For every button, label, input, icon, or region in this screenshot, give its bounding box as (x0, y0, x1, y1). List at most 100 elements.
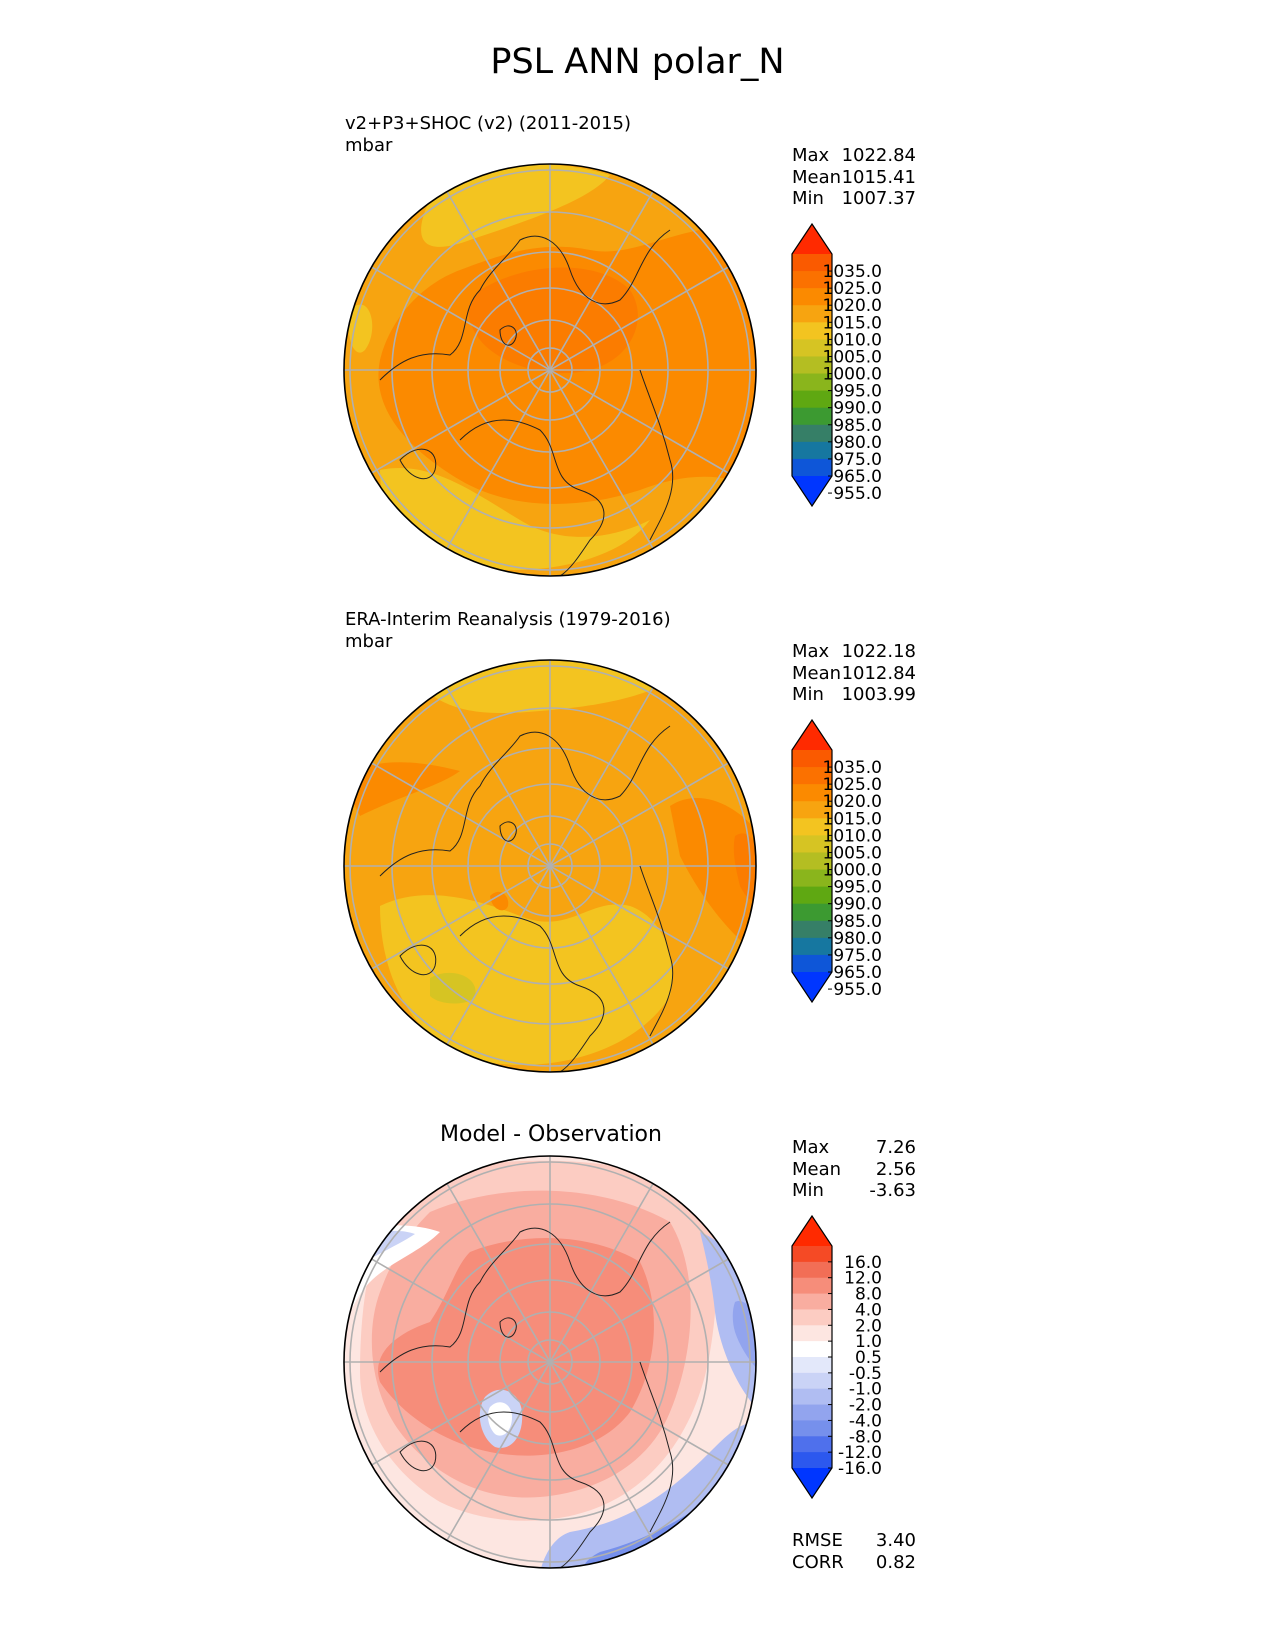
colorbar-tick-label: 1005.0 (823, 347, 882, 367)
colorbar-tick-label: 1000.0 (823, 861, 882, 881)
panel-1-stats: Max 1022.84 Mean 1015.41 Min 1007.37 (792, 145, 916, 210)
panel-1-graticule (344, 164, 756, 576)
panel-1-max-value: 1022.84 (841, 145, 916, 166)
colorbar-segment (792, 818, 832, 836)
colorbar-tick-label: 8.0 (855, 1285, 882, 1305)
colorbar-tick-label: 16.0 (844, 1253, 882, 1273)
panel-1-field-1010-west (348, 304, 373, 353)
colorbar-segment (792, 373, 832, 392)
figure-title: PSL ANN polar_N (490, 42, 785, 82)
colorbar-segment (792, 1452, 832, 1469)
colorbar-segment (792, 1325, 832, 1342)
panel-3-rmse-label: RMSE (792, 1530, 843, 1551)
colorbar-tick-label: 975.0 (833, 946, 882, 966)
colorbar-segment (792, 1341, 832, 1358)
colorbar-segment (792, 339, 832, 357)
colorbar-tick-label: 980.0 (833, 433, 882, 453)
panel-2-field-1015-center (490, 891, 509, 911)
colorbar-segment (792, 288, 832, 306)
colorbar-tick-label: 990.0 (833, 895, 882, 915)
colorbar-extend-top (792, 224, 832, 254)
panel-2-field-1010-south (380, 895, 673, 1065)
colorbar-segment (792, 1246, 832, 1263)
panel-1-mean-label: Mean (792, 166, 842, 188)
colorbar-tick-label: -12.0 (838, 1443, 882, 1463)
colorbar-extend-bottom (792, 972, 832, 1002)
colorbar-segment (792, 1261, 832, 1279)
colorbar-tick-label: 1020.0 (823, 296, 882, 316)
panel-1-min-label: Min (792, 188, 824, 209)
colorbar-tick-label: 965.0 (833, 963, 882, 983)
colorbar-extend-bottom (792, 1468, 832, 1498)
colorbar-tick-label: 985.0 (833, 912, 882, 932)
colorbar-tick-label: 1020.0 (823, 792, 882, 812)
colorbar-segment (792, 407, 832, 426)
panel-2-mean-label: Mean (792, 662, 842, 684)
colorbar-extend-top (792, 720, 832, 750)
colorbar-tick-label: -16.0 (838, 1459, 882, 1479)
panel-3-min-value: -3.63 (869, 1180, 916, 1201)
colorbar-tick-label: -1.0 (849, 1380, 882, 1400)
panel-1-colorbar: 1035.01025.01020.01015.01010.01005.01000… (791, 222, 882, 508)
panel-1-units: mbar (345, 135, 393, 156)
colorbar-segment (792, 390, 832, 409)
panel-1-field-1010-north (421, 164, 610, 247)
panel-2-coastlines (379, 725, 674, 1073)
panel-3-rmse-value: 3.40 (875, 1530, 916, 1551)
panel-3-map-border (343, 1155, 757, 1569)
panel-1-field-1015 (344, 164, 756, 576)
colorbar-tick-label: 995.0 (833, 878, 882, 898)
panel-3-error-stats: RMSE 3.40 CORR 0.82 (792, 1530, 916, 1573)
panel-1-min-value: 1007.37 (841, 188, 916, 209)
panel-3-max-label: Max (792, 1137, 830, 1158)
colorbar-extend-top (792, 1216, 832, 1246)
panel-2-stats: Max 1022.18 Mean 1012.84 Min 1003.99 (792, 641, 916, 706)
colorbar-tick-label: 1015.0 (823, 809, 882, 829)
panel-1-title: v2+P3+SHOC (v2) (2011-2015) (345, 113, 632, 134)
panel-2-min-value: 1003.99 (841, 684, 916, 705)
colorbar-tick-label: 955.0 (833, 980, 882, 1000)
colorbar-tick-label: -0.5 (849, 1364, 882, 1384)
colorbar-segment (792, 835, 832, 853)
panel-1-max-label: Max (792, 145, 830, 166)
colorbar-tick-label: 975.0 (833, 450, 882, 470)
panel-3-corr-value: 0.82 (875, 1551, 916, 1573)
panel-2-max-label: Max (792, 641, 830, 662)
panel-3-field-4 (378, 1238, 654, 1456)
panel-3-corr-label: CORR (792, 1551, 844, 1573)
panel-3-field-minus05 (487, 1402, 512, 1436)
colorbar-segment (792, 852, 832, 871)
panel-3-min-label: Min (792, 1180, 824, 1201)
colorbar-tick-label: 1015.0 (823, 313, 882, 333)
colorbar-segment (792, 1436, 832, 1453)
panel-1-field-1010-south (380, 468, 650, 570)
colorbar-tick-label: 1000.0 (823, 365, 882, 385)
panel-3-coastlines (379, 1221, 674, 1569)
colorbar-tick-label: 1025.0 (823, 279, 882, 299)
colorbar-tick-label: 965.0 (833, 467, 882, 487)
panel-2-colorbar: 1035.01025.01020.01015.01010.01005.01000… (791, 718, 882, 1004)
panel-3-mean-value: 2.56 (875, 1158, 916, 1180)
panel-2-map-border (343, 659, 757, 1073)
colorbar-segment (792, 801, 832, 819)
colorbar-segment (792, 750, 832, 768)
colorbar-tick-label: 1035.0 (823, 758, 882, 778)
colorbar-segment (792, 1420, 832, 1437)
colorbar-tick-label: 1010.0 (823, 330, 882, 350)
colorbar-tick-label: 985.0 (833, 416, 882, 436)
panel-1-mean-value: 1015.41 (841, 166, 916, 188)
colorbar-segment (792, 1293, 832, 1310)
colorbar-segment (792, 322, 832, 340)
colorbar-segment (792, 1404, 832, 1421)
colorbar-segment (792, 424, 832, 443)
colorbar-segment (792, 954, 832, 973)
colorbar-segment (792, 1388, 832, 1406)
colorbar-segment (792, 441, 832, 460)
panel-3-mean-label: Mean (792, 1158, 842, 1180)
colorbar-tick-label: 12.0 (844, 1269, 882, 1289)
colorbar-segment (792, 784, 832, 802)
colorbar-segment (792, 305, 832, 323)
panel-1-coastlines (379, 229, 674, 577)
panel-3-map (343, 1155, 757, 1569)
colorbar-segment (792, 1277, 832, 1295)
